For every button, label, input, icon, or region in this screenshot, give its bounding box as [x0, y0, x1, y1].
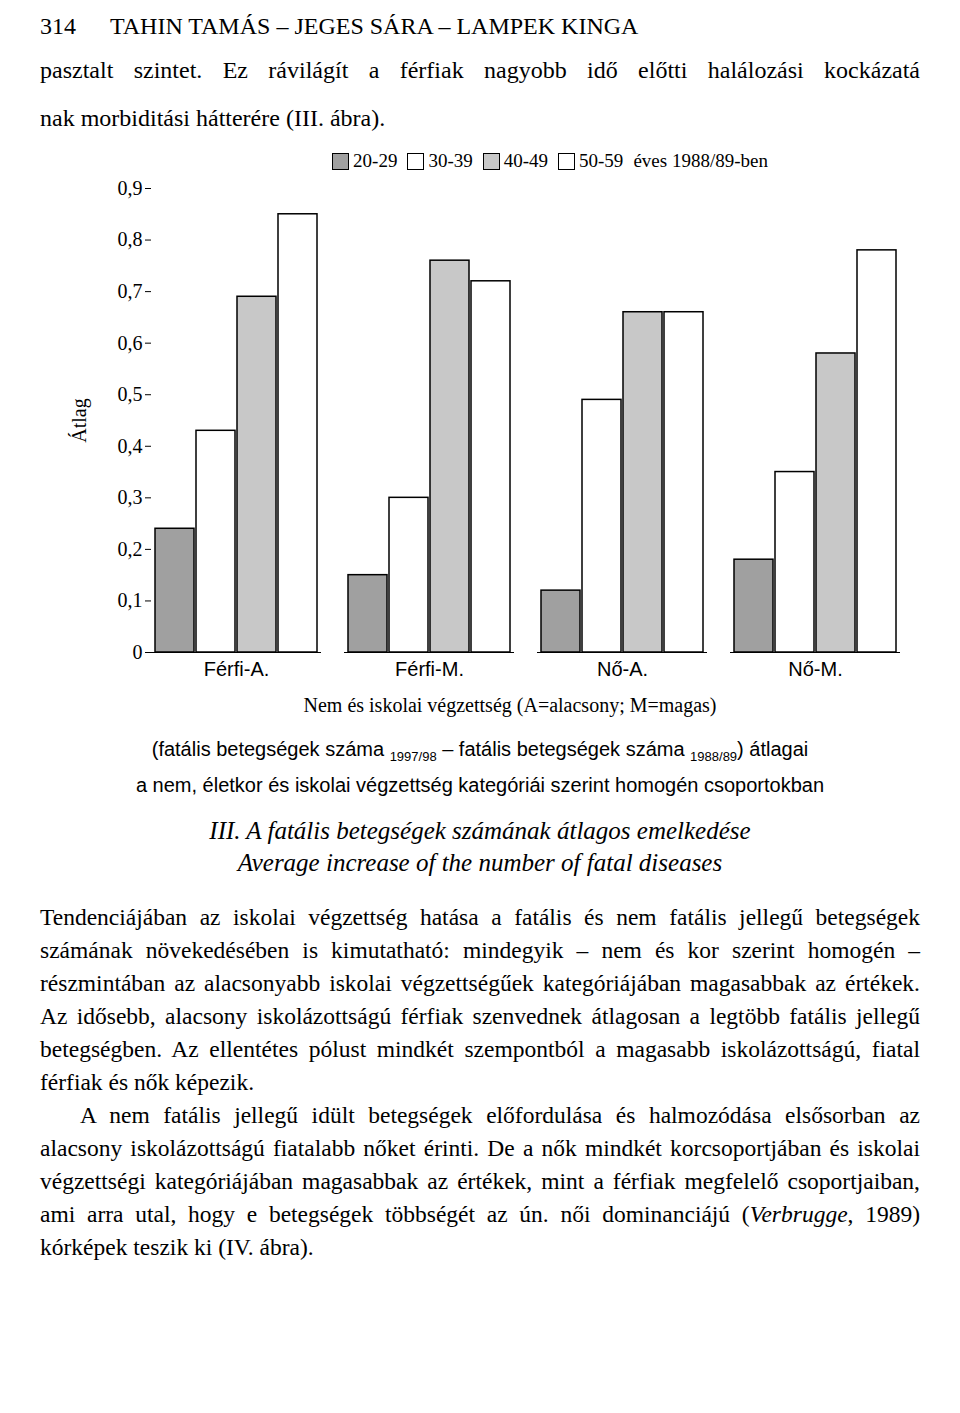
svg-text:0: 0 — [133, 641, 143, 663]
svg-text:Nő-A.: Nő-A. — [597, 658, 648, 680]
html-text:50-59: 50-59 — [579, 150, 624, 171]
html-text:314: 314 — [40, 12, 76, 39]
html-text:20-29: 20-29 — [353, 150, 398, 171]
html-text:40-49: 40-49 — [503, 150, 548, 171]
html-text:Average increase of the number: Average increase of the number of fatal … — [237, 849, 723, 876]
svg-text:Férfi-M.: Férfi-M. — [395, 658, 464, 680]
html-text:III. A fatális betegségek szám: III. A fatális betegségek számának átlag… — [209, 817, 751, 844]
svg-text:Férfi-A.: Férfi-A. — [204, 658, 270, 680]
svg-text:0,8: 0,8 — [118, 228, 143, 250]
svg-text:0,4: 0,4 — [118, 435, 143, 457]
html-text:A nem fatális jellegű idült be: A nem fatális jellegű idült betegségek e… — [40, 1102, 920, 1260]
svg-text:0,1: 0,1 — [118, 589, 143, 611]
html-text:TAHIN TAMÁS – JEGES SÁRA – LAM: TAHIN TAMÁS – JEGES SÁRA – LAMPEK KINGA — [110, 12, 639, 39]
html-text:nak morbiditási hátterére (III: nak morbiditási hátterére (III. ábra). — [40, 105, 386, 131]
svg-text:0,9: 0,9 — [118, 177, 143, 199]
svg-text:Átlag: Átlag — [68, 398, 91, 442]
html-text:30-39: 30-39 — [428, 150, 473, 171]
svg-text:0,7: 0,7 — [118, 280, 143, 302]
svg-text:0,3: 0,3 — [118, 486, 143, 508]
html-text:a nem, életkor és iskolai végz: a nem, életkor és iskolai végzettség kat… — [135, 774, 825, 796]
svg-text:0,5: 0,5 — [118, 383, 143, 405]
html-text:Tendenciájában az iskolai végz: Tendenciájában az iskolai végzettség hat… — [40, 904, 920, 1095]
html-text:(fatális betegségek száma1997/: (fatális betegségek száma1997/98– fatáli… — [151, 738, 809, 764]
html-text:Nem és iskolai végzettség (A=a: Nem és iskolai végzettség (A=alacsony; M… — [303, 694, 717, 716]
svg-text:0,2: 0,2 — [118, 538, 143, 560]
svg-text:Nő-M.: Nő-M. — [788, 658, 842, 680]
html-text:éves 1988/89-ben: éves 1988/89-ben — [633, 150, 768, 171]
html-text:pasztalt szintet. Ez rávilágít: pasztalt szintet. Ez rávilágít a férfiak… — [40, 57, 920, 83]
svg-text:0,6: 0,6 — [118, 332, 143, 354]
